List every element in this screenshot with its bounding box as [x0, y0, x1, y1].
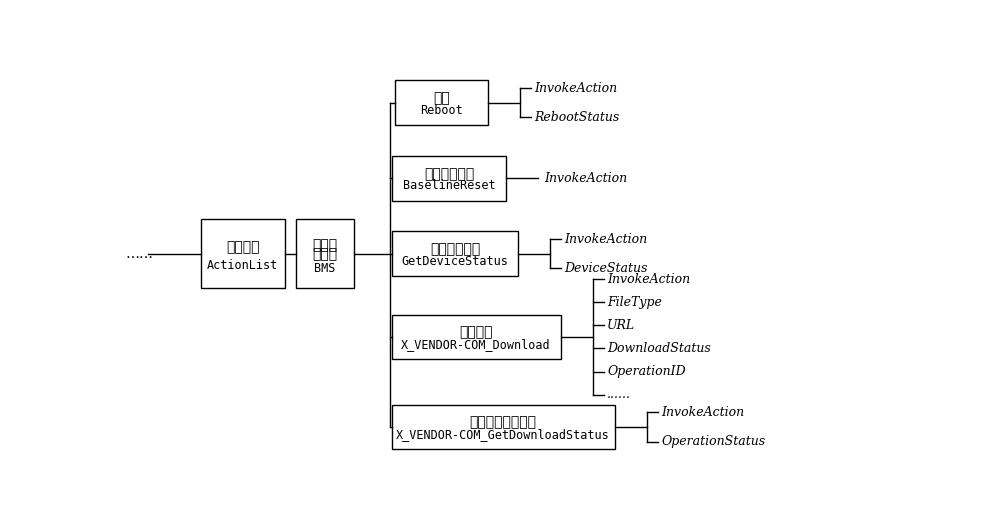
Text: Reboot: Reboot: [420, 104, 463, 117]
Text: 设备升级: 设备升级: [459, 325, 493, 339]
Text: InvokeAction: InvokeAction: [564, 233, 648, 246]
FancyBboxPatch shape: [392, 231, 518, 276]
Text: BMS: BMS: [314, 263, 336, 276]
Text: InvokeAction: InvokeAction: [607, 272, 690, 286]
Text: URL: URL: [607, 319, 635, 332]
Text: 获取设备升级状态: 获取设备升级状态: [470, 415, 537, 429]
FancyBboxPatch shape: [392, 156, 506, 201]
Text: X_VENDOR-COM_Download: X_VENDOR-COM_Download: [401, 338, 551, 351]
FancyBboxPatch shape: [392, 314, 561, 359]
Text: ActionList: ActionList: [207, 259, 278, 272]
Text: 重启: 重启: [433, 92, 450, 105]
Text: OperationStatus: OperationStatus: [661, 435, 765, 448]
Text: 获取设备状态: 获取设备状态: [430, 242, 480, 256]
Text: ……: ……: [125, 247, 153, 261]
FancyBboxPatch shape: [296, 219, 354, 288]
Text: ......: ......: [607, 388, 631, 401]
Text: DownloadStatus: DownloadStatus: [607, 342, 711, 355]
Text: OperationID: OperationID: [607, 365, 686, 378]
Text: FileType: FileType: [607, 295, 662, 309]
Text: RebootStatus: RebootStatus: [534, 111, 619, 124]
Text: 基本管: 基本管: [312, 238, 338, 252]
Text: InvokeAction: InvokeAction: [661, 406, 744, 419]
Text: BaselineReset: BaselineReset: [403, 179, 495, 192]
Text: InvokeAction: InvokeAction: [544, 172, 627, 185]
Text: 动作列表: 动作列表: [226, 240, 260, 254]
FancyBboxPatch shape: [392, 405, 615, 449]
Text: DeviceStatus: DeviceStatus: [564, 262, 648, 275]
Text: 理服务: 理服务: [312, 247, 338, 261]
FancyBboxPatch shape: [201, 219, 285, 288]
FancyBboxPatch shape: [395, 81, 488, 125]
Text: GetDeviceStatus: GetDeviceStatus: [402, 255, 509, 268]
Text: 恢复出厂设置: 恢复出厂设置: [424, 167, 474, 181]
Text: InvokeAction: InvokeAction: [534, 82, 617, 95]
Text: X_VENDOR-COM_GetDownloadStatus: X_VENDOR-COM_GetDownloadStatus: [396, 428, 610, 441]
